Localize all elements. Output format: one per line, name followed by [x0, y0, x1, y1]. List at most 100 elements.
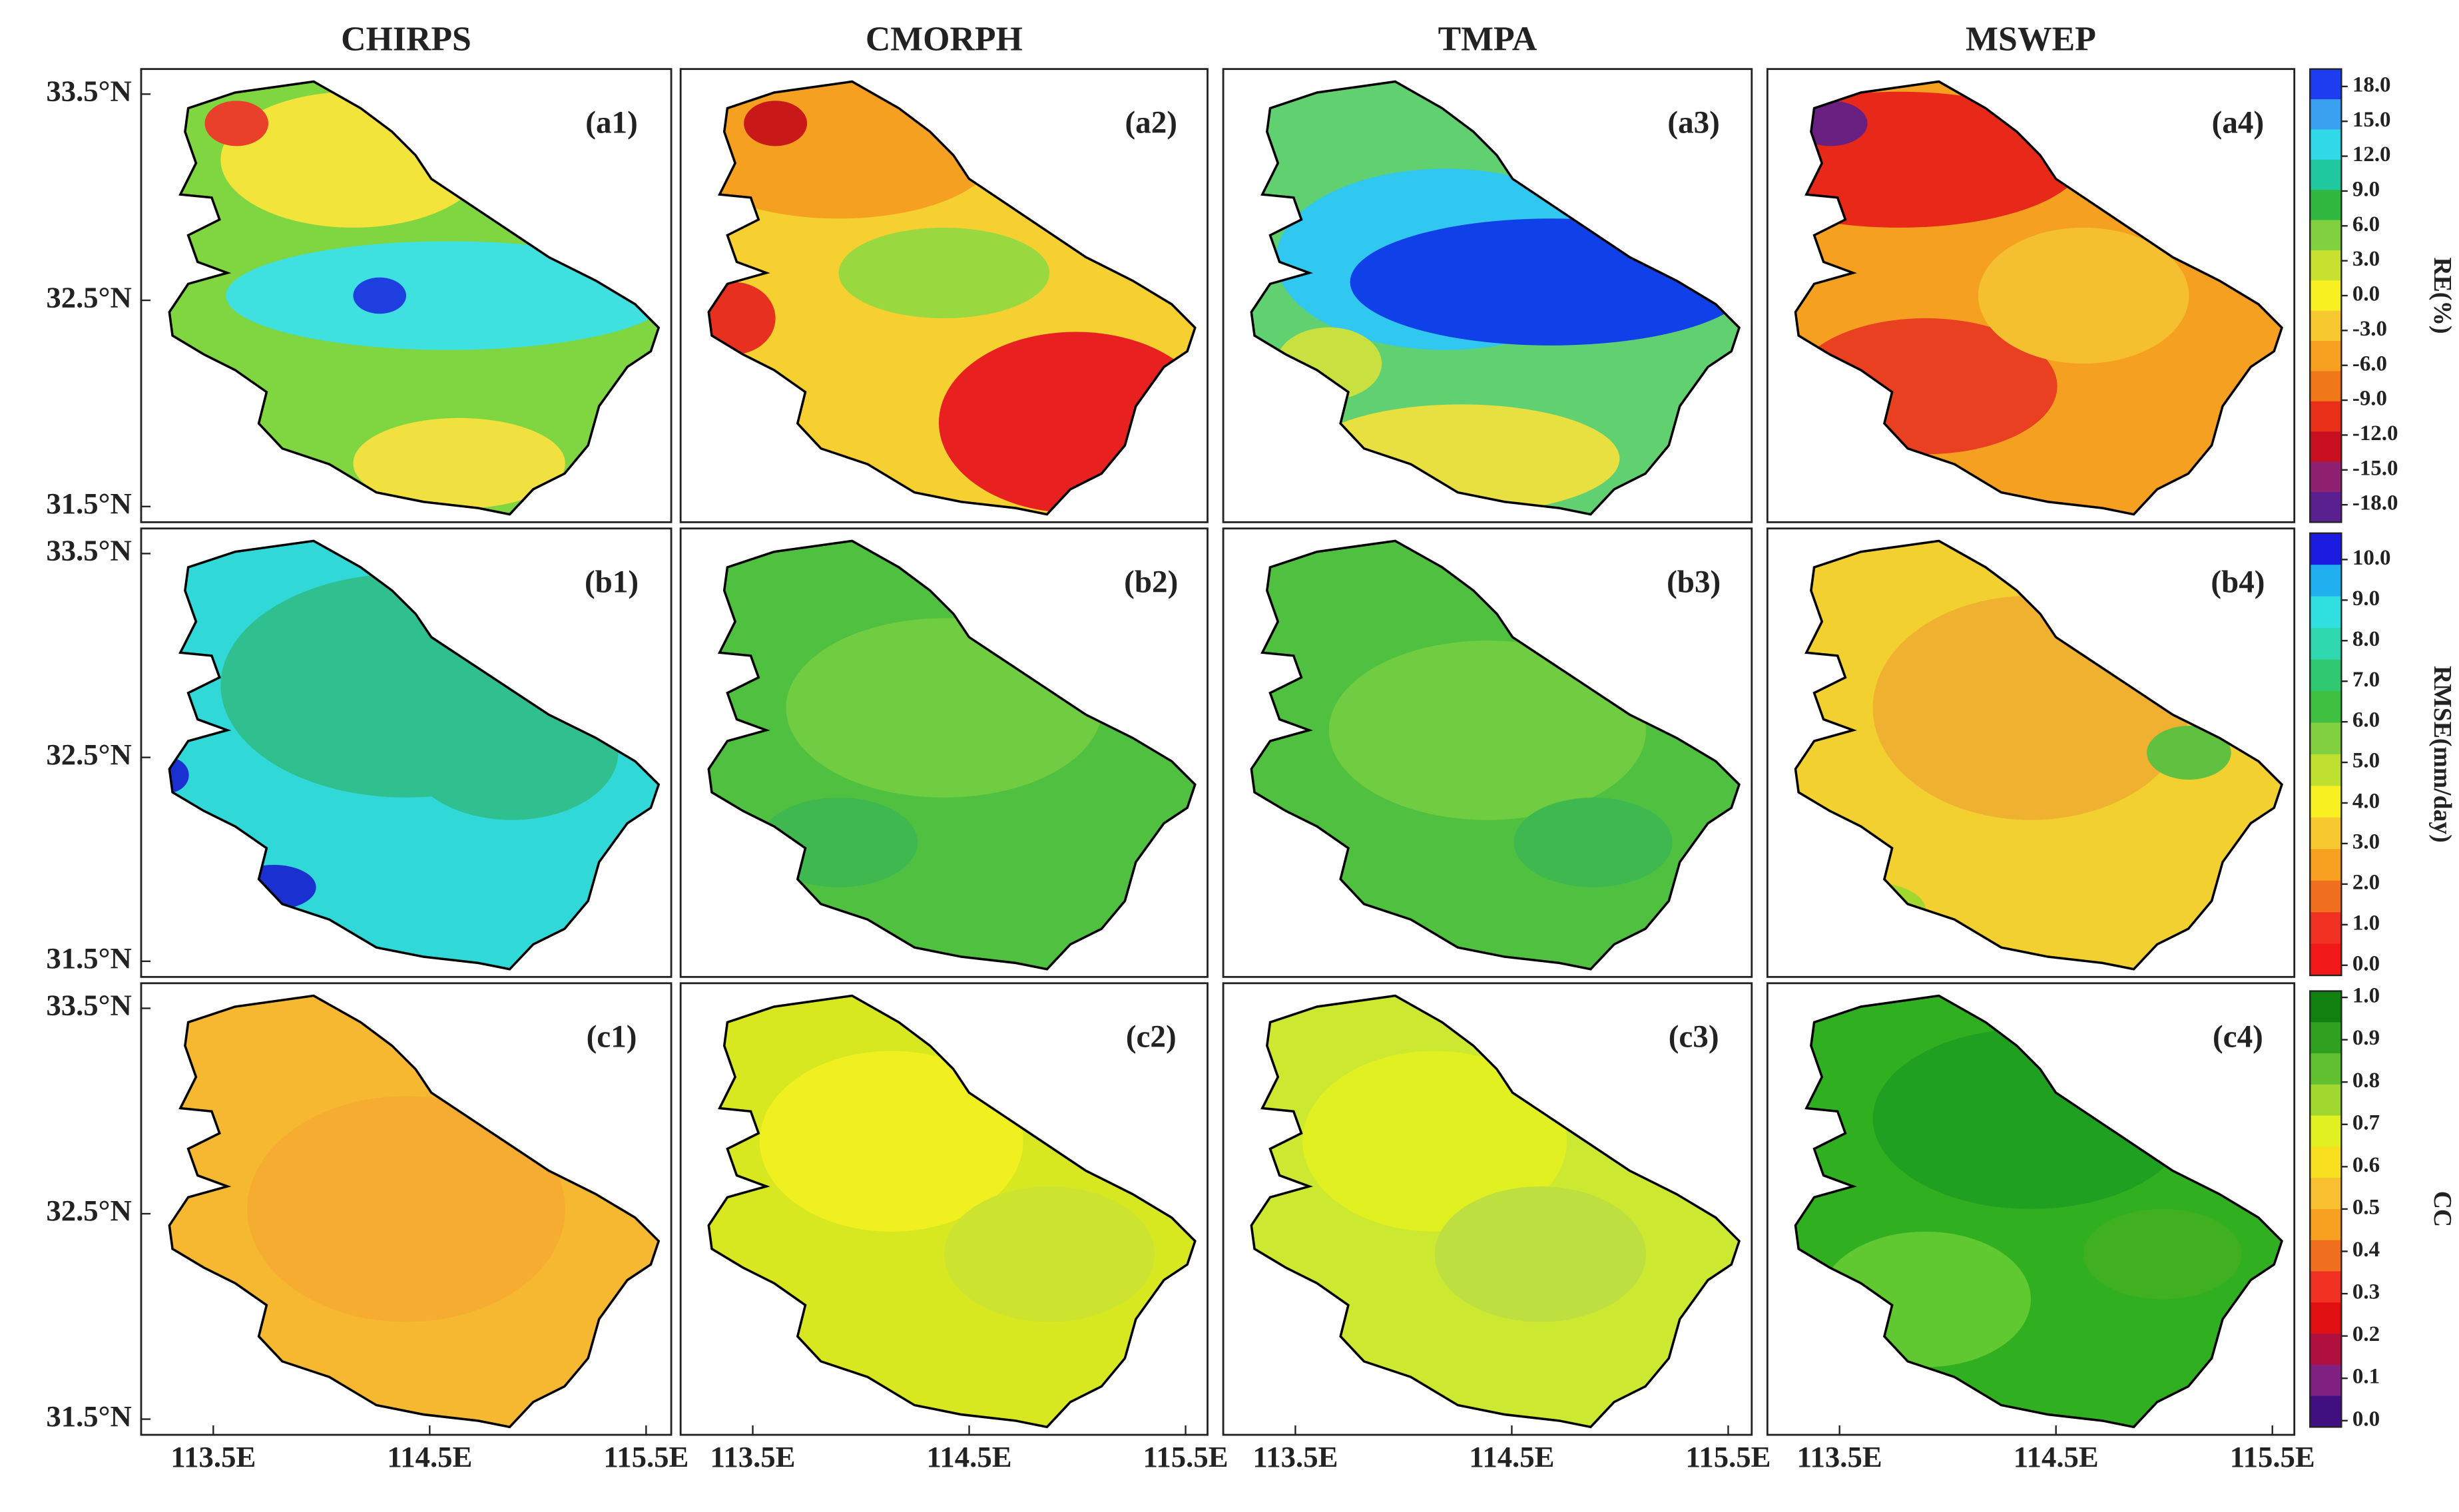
colorbar-segment — [2310, 1084, 2342, 1117]
colorbar-segment — [2310, 1302, 2342, 1334]
colorbar-tick-label: 1.0 — [2352, 911, 2380, 935]
panel-frame — [1222, 982, 1753, 1436]
field-patch — [1820, 1231, 2032, 1368]
colorbar-tick-label: 2.0 — [2352, 870, 2380, 894]
field-patch — [1328, 640, 1647, 820]
colorbar-segment — [2310, 1146, 2342, 1178]
field-patch — [838, 227, 1050, 319]
panel-frame — [140, 982, 673, 1436]
colorbar-segment — [2310, 991, 2342, 1023]
panel-frame — [679, 982, 1209, 1436]
colorbar-tick-label: 7.0 — [2352, 668, 2380, 692]
colorbar-segment — [2310, 99, 2342, 130]
map-field — [1251, 995, 1740, 1427]
colorbar-tick-label: -3.0 — [2352, 317, 2387, 341]
colorbar-tick-label: 0.3 — [2352, 1280, 2380, 1304]
field-patch — [1795, 91, 2084, 228]
colorbar-tick-label: 6.0 — [2352, 708, 2380, 732]
colorbar-tick-label: 0.0 — [2352, 282, 2380, 306]
field-patch — [1350, 218, 1740, 346]
map-field — [1251, 81, 1740, 515]
basin-outline — [1794, 539, 2283, 971]
panel-frame — [1766, 982, 2296, 1436]
colorbar-segment — [2310, 533, 2342, 565]
colorbar-segment — [2310, 565, 2342, 597]
panel-frame — [1222, 68, 1753, 523]
colorbar-segment — [2310, 1208, 2342, 1241]
panel-frame — [679, 68, 1209, 523]
field-patch — [1513, 797, 1673, 887]
colorbar-tick-label: 0.6 — [2352, 1153, 2380, 1177]
panel-frame — [1222, 527, 1753, 978]
x-tick-label: 114.5E — [1469, 1440, 1554, 1473]
colorbar-segment — [2310, 596, 2342, 629]
field-patch — [231, 864, 316, 910]
basin-outline — [168, 539, 661, 971]
field-patch — [1795, 101, 1868, 146]
colorbar-segment — [2310, 880, 2342, 913]
panel-label: (c4) — [2213, 1019, 2263, 1054]
colorbar-segment — [2310, 371, 2342, 402]
colorbar-segment — [2310, 1395, 2342, 1428]
basin-outline — [168, 994, 661, 1429]
field-patch — [406, 685, 619, 820]
x-tick-label: 114.5E — [387, 1440, 472, 1473]
colorbar-label: RMSE(mm/day) — [2428, 666, 2456, 843]
colorbar-segment — [2310, 1271, 2342, 1303]
field-patch — [744, 101, 808, 146]
colorbar-tick-label: 8.0 — [2352, 627, 2380, 651]
column-title: CHIRPS — [341, 21, 471, 59]
colorbar-segment — [2310, 190, 2342, 221]
colorbar-segment — [2310, 754, 2342, 787]
field-patch — [1276, 327, 1382, 400]
map-field — [708, 995, 1195, 1427]
basin-outline — [1250, 80, 1741, 516]
colorbar-tick-label: 12.0 — [2352, 142, 2391, 166]
colorbar-segment — [2310, 129, 2342, 160]
field-patch — [1978, 227, 2189, 364]
field-patch — [1302, 1051, 1567, 1232]
panel-label: (a4) — [2212, 105, 2264, 140]
colorbar-segment — [2310, 401, 2342, 432]
field-patch — [759, 1051, 1023, 1232]
colorbar-segment — [2310, 722, 2342, 755]
colorbar-tick-label: -18.0 — [2352, 491, 2398, 515]
field-patch — [204, 101, 269, 146]
colorbar-segment — [2310, 943, 2342, 976]
colorbar-tick-label: 18.0 — [2352, 73, 2391, 97]
panel-frame — [140, 68, 673, 523]
basin-outline — [1250, 994, 1741, 1429]
panel-frame — [1766, 68, 2296, 523]
colorbar-segment — [2310, 250, 2342, 282]
colorbar-segment — [2310, 461, 2342, 493]
colorbar-tick-label: 0.9 — [2352, 1026, 2380, 1050]
colorbar-segment — [2310, 341, 2342, 372]
y-tick-label: 33.5°N — [46, 989, 131, 1022]
colorbar-tick-label: 0.0 — [2352, 1407, 2380, 1431]
x-tick-label: 113.5E — [710, 1440, 795, 1473]
panel-label: (a1) — [585, 105, 637, 140]
colorbar-tick-label: 0.1 — [2352, 1365, 2380, 1389]
x-tick-label: 115.5E — [2230, 1440, 2315, 1473]
basin-outline — [1794, 994, 2283, 1429]
field-patch — [1820, 882, 1926, 937]
colorbar-tick-label: 1.0 — [2352, 984, 2380, 1008]
map-field — [169, 995, 659, 1427]
colorbar-segment — [2310, 912, 2342, 945]
column-title: CMORPH — [866, 21, 1023, 59]
x-tick-label: 115.5E — [603, 1440, 688, 1473]
map-field — [1251, 541, 1740, 969]
colorbar-tick-label: 3.0 — [2352, 247, 2380, 271]
colorbar-tick-label: 5.0 — [2352, 749, 2380, 773]
colorbar-tick-label: 10.0 — [2352, 546, 2391, 570]
colorbar-tick-label: 0.2 — [2352, 1322, 2380, 1346]
colorbar-tick-label: -15.0 — [2352, 456, 2398, 480]
y-tick-label: 31.5°N — [46, 1399, 131, 1433]
colorbar-segment — [2310, 220, 2342, 251]
colorbar-tick-label: 9.0 — [2352, 587, 2380, 611]
x-tick-label: 115.5E — [1143, 1440, 1229, 1473]
panel-frame — [140, 527, 673, 978]
map-field — [169, 81, 659, 515]
colorbar-segment — [2310, 786, 2342, 818]
